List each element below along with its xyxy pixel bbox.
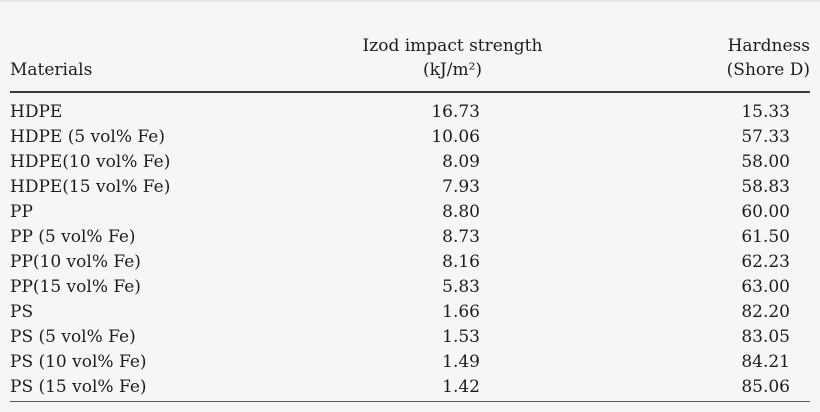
izod-value: 1.42 — [442, 376, 480, 397]
hardness-value: 15.33 — [741, 101, 790, 122]
table-row: PS (15 vol% Fe) 1.42 85.06 — [10, 374, 810, 399]
hardness-value: 60.00 — [741, 201, 790, 222]
izod-value: 1.53 — [442, 326, 480, 347]
table-row: PS (5 vol% Fe) 1.53 83.05 — [10, 324, 810, 349]
hardness-value: 84.21 — [741, 351, 790, 372]
hardness-value: 58.83 — [741, 176, 790, 197]
hardness-value: 83.05 — [741, 326, 790, 347]
hardness-value: 62.23 — [741, 251, 790, 272]
material-cell: PS (15 vol% Fe) — [10, 376, 147, 397]
hardness-value: 85.06 — [741, 376, 790, 397]
col-header-hardness: Hardness (Shore D) — [575, 34, 810, 82]
table-row: PP (5 vol% Fe) 8.73 61.50 — [10, 224, 810, 249]
izod-value: 8.16 — [442, 251, 480, 272]
material-cell: PP(15 vol% Fe) — [10, 276, 141, 297]
table-row: PP(10 vol% Fe) 8.16 62.23 — [10, 249, 810, 274]
col-header-izod: Izod impact strength (kJ/m²) — [330, 34, 575, 82]
izod-value: 8.73 — [442, 226, 480, 247]
material-cell: PP(10 vol% Fe) — [10, 251, 141, 272]
material-cell: HDPE(15 vol% Fe) — [10, 176, 171, 197]
izod-value: 5.83 — [442, 276, 480, 297]
table-row: PS 1.66 82.20 — [10, 299, 810, 324]
cropped-top-rule — [0, 0, 820, 2]
table-row: HDPE 16.73 15.33 — [10, 99, 810, 124]
izod-value: 8.80 — [442, 201, 480, 222]
table-row: PP 8.80 60.00 — [10, 199, 810, 224]
table-body: HDPE 16.73 15.33 HDPE (5 vol% Fe) 10.06 … — [10, 93, 810, 402]
material-cell: PS (10 vol% Fe) — [10, 351, 147, 372]
material-cell: HDPE(10 vol% Fe) — [10, 151, 171, 172]
col-header-izod-unit: (kJ/m²) — [422, 60, 483, 80]
materials-properties-table: Materials Izod impact strength (kJ/m²) H… — [10, 0, 810, 402]
material-cell: PS (5 vol% Fe) — [10, 326, 136, 347]
hardness-value: 63.00 — [741, 276, 790, 297]
col-header-hardness-unit: (Shore D) — [726, 60, 810, 80]
izod-value: 7.93 — [442, 176, 480, 197]
hardness-value: 58.00 — [741, 151, 790, 172]
table-header-row: Materials Izod impact strength (kJ/m²) H… — [10, 0, 810, 93]
izod-value: 10.06 — [431, 126, 480, 147]
izod-value: 8.09 — [442, 151, 480, 172]
hardness-value: 57.33 — [741, 126, 790, 147]
table-row: HDPE(10 vol% Fe) 8.09 58.00 — [10, 149, 810, 174]
col-header-izod-label: Izod impact strength — [362, 36, 543, 56]
table-row: HDPE (5 vol% Fe) 10.06 57.33 — [10, 124, 810, 149]
izod-value: 1.66 — [442, 301, 480, 322]
hardness-value: 82.20 — [741, 301, 790, 322]
col-header-materials: Materials — [10, 58, 330, 82]
material-cell: HDPE — [10, 101, 63, 122]
material-cell: PP — [10, 201, 33, 222]
material-cell: PP (5 vol% Fe) — [10, 226, 136, 247]
col-header-hardness-label: Hardness — [727, 36, 810, 56]
col-header-materials-label: Materials — [10, 60, 93, 80]
material-cell: PS — [10, 301, 34, 322]
izod-value: 16.73 — [431, 101, 480, 122]
table-row: HDPE(15 vol% Fe) 7.93 58.83 — [10, 174, 810, 199]
material-cell: HDPE (5 vol% Fe) — [10, 126, 165, 147]
hardness-value: 61.50 — [741, 226, 790, 247]
table-row: PS (10 vol% Fe) 1.49 84.21 — [10, 349, 810, 374]
table-row: PP(15 vol% Fe) 5.83 63.00 — [10, 274, 810, 299]
izod-value: 1.49 — [442, 351, 480, 372]
